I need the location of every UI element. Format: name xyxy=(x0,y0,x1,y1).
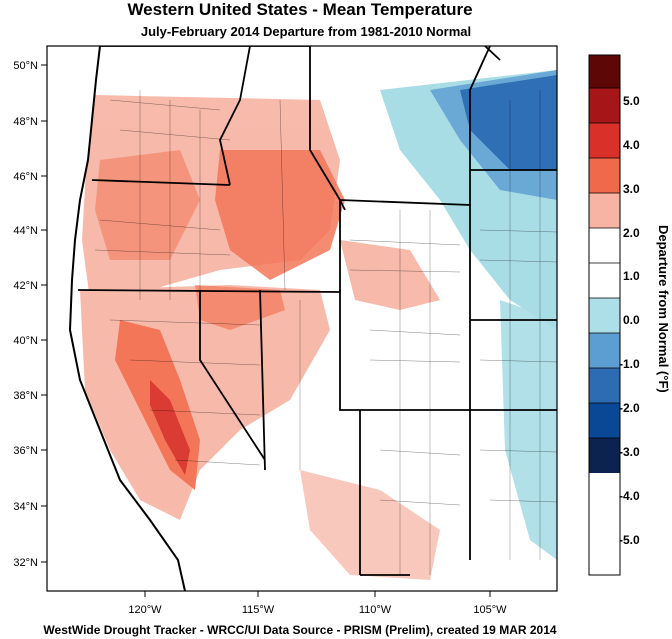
colorbar-label: 0.0 xyxy=(623,313,640,327)
warm-region-south-az xyxy=(300,470,440,580)
colorbar-label: 1.0 xyxy=(623,269,640,283)
colorbar-label: 2.0 xyxy=(623,226,640,240)
lat-label: 32°N xyxy=(13,557,38,569)
colorbar-label: -5.0 xyxy=(619,533,640,547)
warm-region-idaho xyxy=(215,150,345,280)
lat-label: 46°N xyxy=(13,171,38,183)
colorbar-label: -4.0 xyxy=(619,489,640,503)
colorbar-bin xyxy=(589,123,620,158)
map-field xyxy=(47,46,557,591)
colorbar-bin xyxy=(589,158,620,193)
coastline xyxy=(68,46,186,591)
colorbar-label: -2.0 xyxy=(619,401,640,415)
lon-label: 105°W xyxy=(473,604,507,616)
state-boundaries xyxy=(77,46,557,576)
colorbar-bin xyxy=(589,228,620,263)
colorbar-label: 5.0 xyxy=(623,94,640,108)
warm-region-nevada-north xyxy=(195,285,285,330)
lon-label: 110°W xyxy=(359,604,392,616)
cool-region-north-dakota xyxy=(460,75,557,170)
colorbar-bin xyxy=(589,193,620,228)
lat-label: 38°N xyxy=(13,390,38,402)
warm-region-wyoming xyxy=(340,240,440,310)
map-footer: WestWide Drought Tracker - WRCC/UI Data … xyxy=(43,623,557,637)
lat-label: 44°N xyxy=(13,225,38,237)
lon-label: 120°W xyxy=(128,604,162,616)
colorbar-label: -1.0 xyxy=(619,357,640,371)
lat-label: 42°N xyxy=(13,280,38,292)
colorbar-bin xyxy=(589,333,620,368)
lat-labels: 50°N 48°N 46°N 44°N 42°N 40°N 38°N 36°N … xyxy=(13,60,38,569)
pacific-ocean xyxy=(47,46,185,591)
map-frame xyxy=(46,45,558,592)
colorbar-label: 4.0 xyxy=(623,138,640,152)
colorbar-label: -3.0 xyxy=(619,445,640,459)
lat-label: 36°N xyxy=(13,445,38,457)
cool-anomaly-layer xyxy=(380,70,557,560)
colorbar-label: 3.0 xyxy=(623,182,640,196)
warm-region-west-oregon xyxy=(95,150,200,260)
map-title: Western United States - Mean Temperature xyxy=(127,0,473,19)
colorbar-bin xyxy=(589,298,620,333)
warm-region-sierra xyxy=(150,380,190,475)
county-lines xyxy=(94,90,557,575)
lon-ticks xyxy=(144,591,491,597)
lat-label: 40°N xyxy=(13,335,38,347)
lon-label: 115°W xyxy=(242,604,275,616)
lat-label: 48°N xyxy=(13,116,38,128)
colorbar-bin xyxy=(589,55,620,88)
colorbar-bin xyxy=(589,368,620,403)
warm-anomaly-layer xyxy=(80,95,440,580)
colorbar-bin xyxy=(589,403,620,438)
lat-label: 50°N xyxy=(13,60,38,72)
colorbar-bin xyxy=(589,263,620,298)
lon-labels: 120°W 115°W 110°W 105°W xyxy=(128,604,507,616)
colorbar-bin xyxy=(589,88,620,123)
map-subtitle: July-February 2014 Departure from 1981-2… xyxy=(140,24,472,39)
colorbar-title: Departure from Normal (°F) xyxy=(656,225,671,393)
lat-ticks xyxy=(41,64,47,563)
lat-label: 34°N xyxy=(13,501,38,513)
colorbar: 5.0 4.0 3.0 2.0 1.0 0.0 -1.0 -2.0 -3.0 -… xyxy=(588,54,671,576)
cool-region-plains-south xyxy=(500,300,557,560)
